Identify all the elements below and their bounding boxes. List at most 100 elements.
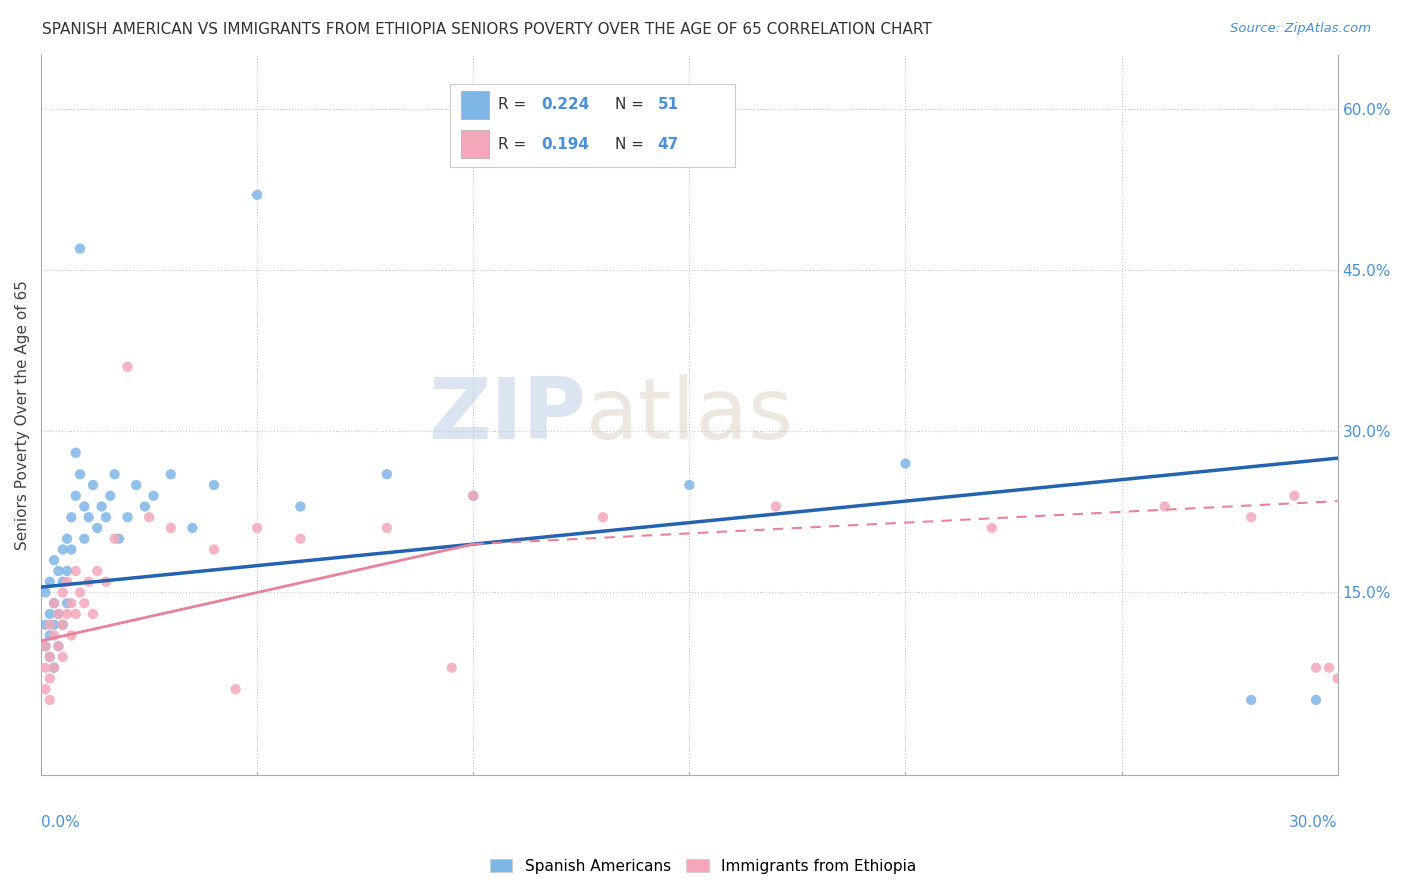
Point [77,510,100,524]
Point [86,564,108,578]
Point [48,607,70,621]
Point [42,661,65,675]
Point [65,446,87,460]
Text: SPANISH AMERICAN VS IMMIGRANTS FROM ETHIOPIA SENIORS POVERTY OVER THE AGE OF 65 : SPANISH AMERICAN VS IMMIGRANTS FROM ETHI… [42,22,932,37]
Point [1153,500,1175,514]
Point [60,542,83,557]
Point [56,596,79,610]
Point [60,510,83,524]
Point [38,617,60,632]
Point [48,639,70,653]
Point [48,564,70,578]
Point [94,574,117,589]
Point [82,478,104,492]
Point [290,500,312,514]
Point [48,607,70,621]
Point [34,639,56,653]
Text: 30.0%: 30.0% [1289,814,1337,830]
Point [82,607,104,621]
Point [980,521,1002,535]
Point [134,500,156,514]
Point [52,574,75,589]
Point [60,628,83,642]
Point [60,596,83,610]
Point [290,532,312,546]
Point [894,457,917,471]
Point [48,639,70,653]
Point [42,617,65,632]
Point [463,489,485,503]
Point [42,596,65,610]
Point [42,596,65,610]
Text: atlas: atlas [586,374,793,457]
Point [42,628,65,642]
Point [34,639,56,653]
Point [592,510,614,524]
Point [181,521,204,535]
Point [52,542,75,557]
Text: Source: ZipAtlas.com: Source: ZipAtlas.com [1230,22,1371,36]
Point [52,585,75,599]
Point [34,617,56,632]
Point [678,478,700,492]
Point [69,585,91,599]
Point [65,564,87,578]
Point [94,510,117,524]
Point [69,242,91,256]
Point [159,467,181,482]
Point [52,617,75,632]
Point [52,649,75,664]
Point [202,542,225,557]
Text: ZIP: ZIP [427,374,586,457]
Point [69,467,91,482]
Point [108,532,131,546]
Point [1305,661,1327,675]
Point [90,500,112,514]
Point [56,564,79,578]
Point [375,521,398,535]
Point [765,500,787,514]
Point [1284,489,1306,503]
Point [42,661,65,675]
Point [52,617,75,632]
Point [77,574,100,589]
Point [73,500,96,514]
Point [34,661,56,675]
Point [159,521,181,535]
Point [38,628,60,642]
Point [42,553,65,567]
Point [138,510,160,524]
Point [65,607,87,621]
Point [38,672,60,686]
Point [38,649,60,664]
Point [34,682,56,697]
Point [440,661,463,675]
Point [225,682,247,697]
Point [38,574,60,589]
Point [117,359,139,374]
Point [56,532,79,546]
Point [1317,661,1340,675]
Point [103,467,125,482]
Legend: Spanish Americans, Immigrants from Ethiopia: Spanish Americans, Immigrants from Ethio… [484,853,922,880]
Point [246,187,269,202]
Point [86,521,108,535]
Point [56,574,79,589]
Point [375,467,398,482]
Point [65,489,87,503]
Point [246,521,269,535]
Point [34,585,56,599]
Point [38,693,60,707]
Point [1240,693,1263,707]
Point [98,489,121,503]
Point [73,596,96,610]
Point [463,489,485,503]
Point [125,478,148,492]
Y-axis label: Seniors Poverty Over the Age of 65: Seniors Poverty Over the Age of 65 [15,280,30,550]
Text: 0.0%: 0.0% [41,814,80,830]
Point [38,649,60,664]
Point [73,532,96,546]
Point [117,510,139,524]
Point [142,489,165,503]
Point [1305,693,1327,707]
